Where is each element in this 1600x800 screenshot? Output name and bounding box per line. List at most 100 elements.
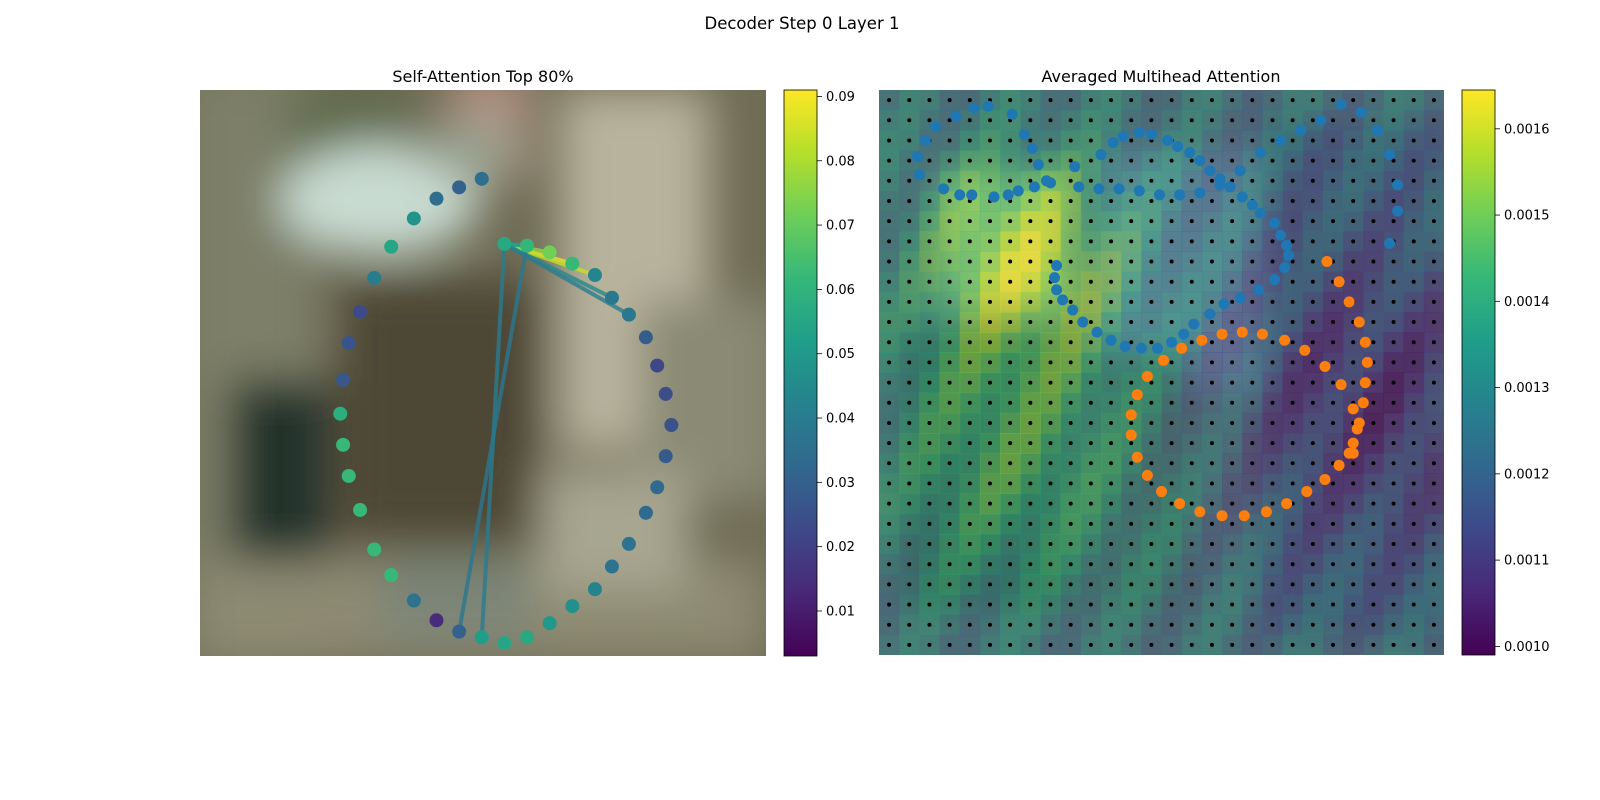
- grid-point: [947, 562, 952, 567]
- colorbar-tick-label: 0.09: [826, 90, 855, 105]
- grid-point: [887, 198, 892, 203]
- prediction-point: [1275, 134, 1287, 146]
- colorbar-tick-label: 0.03: [826, 476, 855, 491]
- attention-point: [621, 536, 636, 551]
- grid-point: [1008, 178, 1013, 183]
- grid-point: [1028, 400, 1033, 405]
- grid-point: [1209, 400, 1214, 405]
- grid-point: [1109, 420, 1114, 425]
- grid-point: [1250, 118, 1255, 123]
- grid-point: [1250, 138, 1255, 143]
- grid-point: [1411, 400, 1416, 405]
- ground-truth-point: [1156, 486, 1167, 498]
- grid-point: [1028, 340, 1033, 345]
- grid-point: [1129, 198, 1134, 203]
- grid-point: [907, 158, 912, 163]
- grid-point: [1250, 622, 1255, 627]
- prediction-point: [938, 183, 950, 195]
- grid-point: [987, 380, 992, 385]
- grid-point: [1331, 118, 1336, 123]
- grid-point: [907, 118, 912, 123]
- attention-point: [474, 630, 489, 645]
- prediction-point: [1012, 185, 1024, 197]
- ground-truth-point: [1347, 437, 1359, 449]
- grid-point: [1431, 582, 1436, 587]
- grid-point: [987, 542, 992, 547]
- prediction-point: [1105, 334, 1117, 346]
- grid-point: [1088, 521, 1093, 526]
- grid-point: [1391, 400, 1396, 405]
- colorbar-tick-label: 0.0011: [1504, 554, 1550, 569]
- grid-point: [967, 542, 972, 547]
- attention-point: [353, 502, 368, 517]
- grid-point: [927, 542, 932, 547]
- grid-point: [1008, 441, 1013, 446]
- grid-point: [1431, 340, 1436, 345]
- prediction-point: [1236, 191, 1248, 203]
- prediction-points: [911, 98, 1404, 354]
- grid-point: [1270, 340, 1275, 345]
- grid-point: [1109, 380, 1114, 385]
- grid-point: [1290, 420, 1295, 425]
- grid-point: [1068, 239, 1073, 244]
- grid-point: [1129, 219, 1134, 224]
- grid-point: [1230, 562, 1235, 567]
- grid-point: [1189, 98, 1194, 103]
- grid-point: [927, 562, 932, 567]
- grid-point: [1088, 98, 1093, 103]
- grid-point: [1290, 642, 1295, 647]
- ground-truth-point: [1359, 377, 1371, 389]
- grid-point: [927, 299, 932, 304]
- grid-point: [1129, 441, 1134, 446]
- grid-point: [967, 360, 972, 365]
- grid-point: [1331, 219, 1336, 224]
- grid-point: [887, 259, 892, 264]
- grid-point: [887, 562, 892, 567]
- grid-point: [1270, 380, 1275, 385]
- grid-point: [1391, 158, 1396, 163]
- colorbar-tick-label: 0.07: [826, 219, 855, 234]
- grid-point: [1230, 642, 1235, 647]
- grid-point: [1331, 642, 1336, 647]
- grid-point: [1331, 481, 1336, 486]
- grid-point: [1169, 521, 1174, 526]
- grid-point: [1310, 602, 1315, 607]
- grid-point: [1068, 158, 1073, 163]
- grid-point: [1250, 602, 1255, 607]
- attention-point: [384, 239, 399, 254]
- grid-point: [1048, 158, 1053, 163]
- prediction-point: [1315, 114, 1327, 126]
- grid-point: [1048, 441, 1053, 446]
- ground-truth-point: [1347, 403, 1359, 415]
- grid-point: [1068, 299, 1073, 304]
- grid-point: [1431, 118, 1436, 123]
- grid-point: [907, 441, 912, 446]
- prediction-point: [1107, 136, 1119, 148]
- grid-point: [947, 279, 952, 284]
- ground-truth-point: [1301, 486, 1313, 498]
- grid-point: [1048, 562, 1053, 567]
- grid-point: [927, 198, 932, 203]
- grid-point: [907, 360, 912, 365]
- grid-point: [1088, 360, 1093, 365]
- grid-point: [1290, 320, 1295, 325]
- prediction-point: [1069, 161, 1081, 173]
- ground-truth-points: [1125, 256, 1373, 522]
- grid-point: [1209, 279, 1214, 284]
- grid-point: [1109, 118, 1114, 123]
- grid-point: [1068, 320, 1073, 325]
- left-colorbar: 0.01 0.02 0.03 0.04 0.05 0.06 0.07 0.08 0.09: [783, 89, 855, 657]
- grid-point: [1310, 642, 1315, 647]
- grid-point: [1371, 582, 1376, 587]
- prediction-point: [1095, 149, 1107, 161]
- grid-point: [1391, 481, 1396, 486]
- grid-point: [1391, 542, 1396, 547]
- grid-point: [1149, 158, 1154, 163]
- grid-point: [1189, 542, 1194, 547]
- grid-point: [1270, 501, 1275, 506]
- grid-point: [1230, 441, 1235, 446]
- grid-point: [907, 400, 912, 405]
- grid-point: [1169, 400, 1174, 405]
- grid-point: [1109, 441, 1114, 446]
- grid-point: [1270, 400, 1275, 405]
